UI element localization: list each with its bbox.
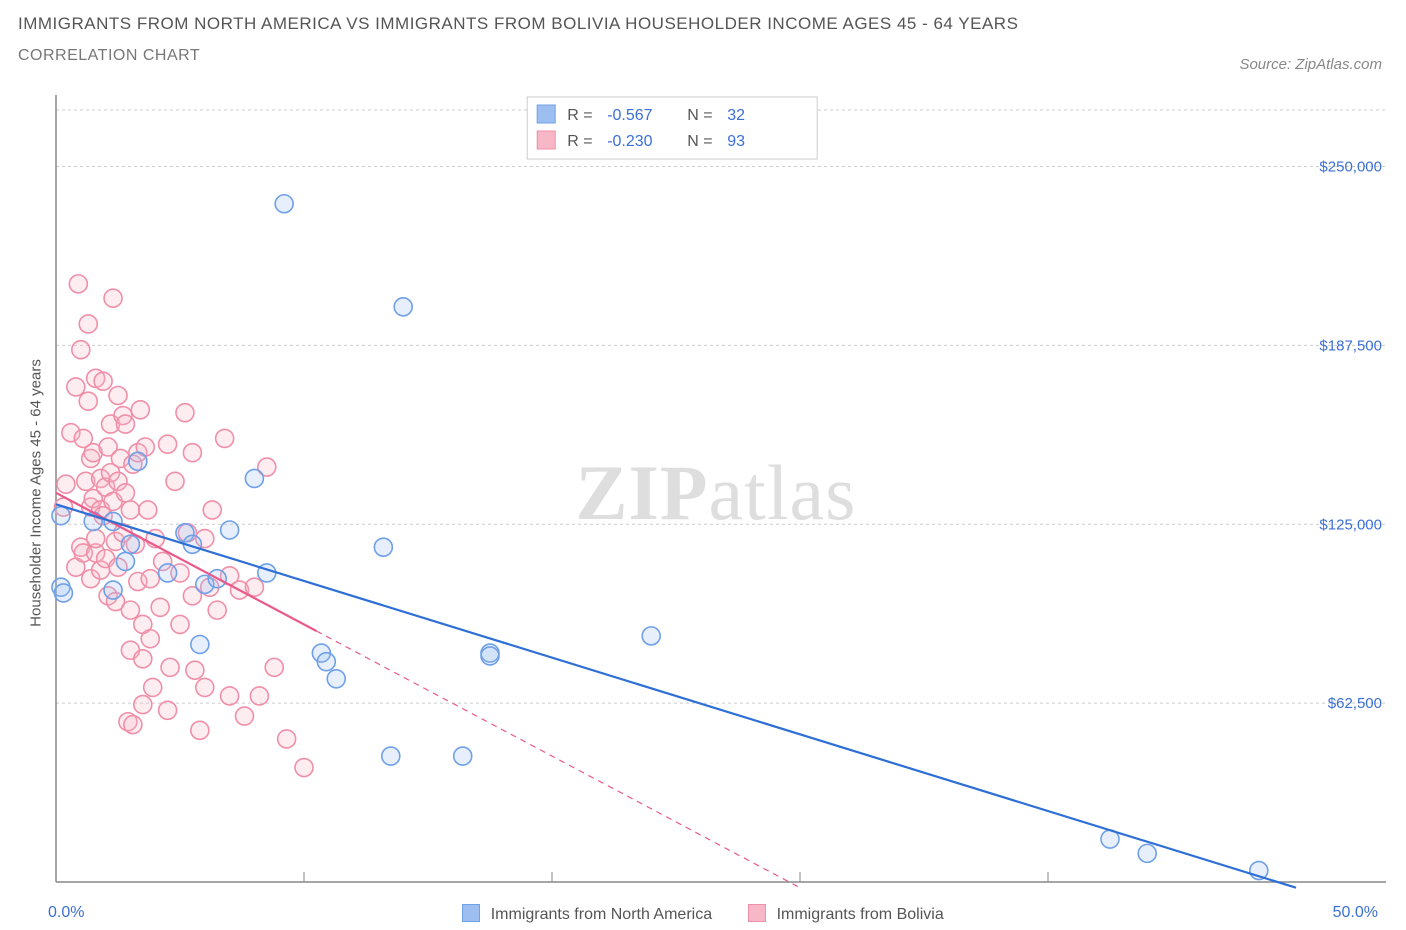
scatter-point-pink — [116, 484, 134, 502]
scatter-point-pink — [166, 472, 184, 490]
scatter-point-pink — [121, 501, 139, 519]
stats-swatch — [537, 131, 555, 149]
scatter-point-pink — [72, 341, 90, 359]
scatter-point-pink — [203, 501, 221, 519]
scatter-point-pink — [87, 530, 105, 548]
trend-line — [56, 504, 1296, 887]
scatter-point-pink — [67, 378, 85, 396]
scatter-point-blue — [317, 653, 335, 671]
stats-r-value: -0.567 — [607, 107, 652, 124]
scatter-point-pink — [221, 687, 239, 705]
scatter-point-pink — [134, 650, 152, 668]
scatter-point-pink — [79, 392, 97, 410]
scatter-point-pink — [151, 598, 169, 616]
scatter-point-pink — [159, 701, 177, 719]
scatter-point-pink — [144, 678, 162, 696]
scatter-point-blue — [54, 584, 72, 602]
chart-container: IMMIGRANTS FROM NORTH AMERICA VS IMMIGRA… — [0, 0, 1406, 930]
scatter-point-pink — [250, 687, 268, 705]
scatter-point-blue — [382, 747, 400, 765]
scatter-point-pink — [116, 415, 134, 433]
chart-subtitle: CORRELATION CHART — [18, 47, 1388, 65]
scatter-point-pink — [235, 707, 253, 725]
scatter-point-pink — [79, 315, 97, 333]
stats-swatch — [537, 105, 555, 123]
scatter-point-pink — [57, 475, 75, 493]
scatter-point-pink — [161, 658, 179, 676]
scatter-point-blue — [121, 535, 139, 553]
scatter-point-pink — [104, 289, 122, 307]
scatter-point-pink — [109, 386, 127, 404]
stats-n-value: 32 — [727, 107, 745, 124]
plot-svg: $62,500 $125,000 $187,500 $250,000 R = -0.567… — [46, 95, 1386, 890]
scatter-point-blue — [1138, 844, 1156, 862]
scatter-point-blue — [104, 581, 122, 599]
scatter-point-pink — [159, 435, 177, 453]
scatter-point-blue — [454, 747, 472, 765]
stats-r-label: R = — [567, 107, 592, 124]
stats-n-label: N = — [687, 133, 712, 150]
legend-item-blue: Immigrants from North America — [462, 904, 712, 924]
scatter-point-pink — [278, 730, 296, 748]
title-block: IMMIGRANTS FROM NORTH AMERICA VS IMMIGRA… — [18, 14, 1388, 65]
scatter-point-pink — [124, 716, 142, 734]
stats-n-value: 93 — [727, 133, 745, 150]
scatter-point-blue — [394, 298, 412, 316]
stats-r-label: R = — [567, 133, 592, 150]
scatter-point-pink — [216, 429, 234, 447]
scatter-point-blue — [245, 469, 263, 487]
scatter-point-pink — [265, 658, 283, 676]
scatter-point-blue — [221, 521, 239, 539]
scatter-point-pink — [141, 630, 159, 648]
scatter-point-pink — [191, 721, 209, 739]
scatter-point-pink — [139, 501, 157, 519]
scatter-point-pink — [186, 661, 204, 679]
scatter-point-blue — [52, 507, 70, 525]
scatter-point-blue — [275, 195, 293, 213]
scatter-point-blue — [374, 538, 392, 556]
scatter-point-pink — [183, 444, 201, 462]
legend-label-pink: Immigrants from Bolivia — [777, 906, 944, 923]
scatter-point-pink — [69, 275, 87, 293]
scatter-point-blue — [327, 670, 345, 688]
legend-label-blue: Immigrants from North America — [491, 906, 712, 923]
legend-swatch-pink — [748, 904, 766, 922]
scatter-point-blue — [159, 564, 177, 582]
scatter-point-pink — [141, 570, 159, 588]
legend-swatch-blue — [462, 904, 480, 922]
y-tick-label: $187,500 — [1319, 337, 1382, 354]
chart-title: IMMIGRANTS FROM NORTH AMERICA VS IMMIGRA… — [18, 14, 1388, 34]
scatter-point-pink — [121, 601, 139, 619]
y-axis-label: Householder Income Ages 45 - 64 years — [28, 359, 45, 627]
plot-area: Householder Income Ages 45 - 64 years ZI… — [46, 95, 1386, 890]
source-label: Source: ZipAtlas.com — [1239, 56, 1382, 73]
scatter-point-blue — [642, 627, 660, 645]
y-tick-label: $125,000 — [1319, 516, 1382, 533]
scatter-point-pink — [94, 372, 112, 390]
scatter-point-pink — [134, 696, 152, 714]
bottom-legend: Immigrants from North America Immigrants… — [0, 904, 1406, 924]
scatter-point-pink — [295, 759, 313, 777]
legend-item-pink: Immigrants from Bolivia — [748, 904, 944, 924]
scatter-point-blue — [481, 647, 499, 665]
stats-n-label: N = — [687, 107, 712, 124]
scatter-point-pink — [131, 401, 149, 419]
y-tick-label: $250,000 — [1319, 159, 1382, 176]
scatter-point-pink — [171, 615, 189, 633]
scatter-point-blue — [191, 635, 209, 653]
scatter-point-pink — [176, 404, 194, 422]
y-tick-label: $62,500 — [1328, 695, 1382, 712]
scatter-point-blue — [129, 452, 147, 470]
stats-r-value: -0.230 — [607, 133, 652, 150]
scatter-point-blue — [116, 552, 134, 570]
scatter-point-pink — [208, 601, 226, 619]
scatter-point-pink — [196, 678, 214, 696]
